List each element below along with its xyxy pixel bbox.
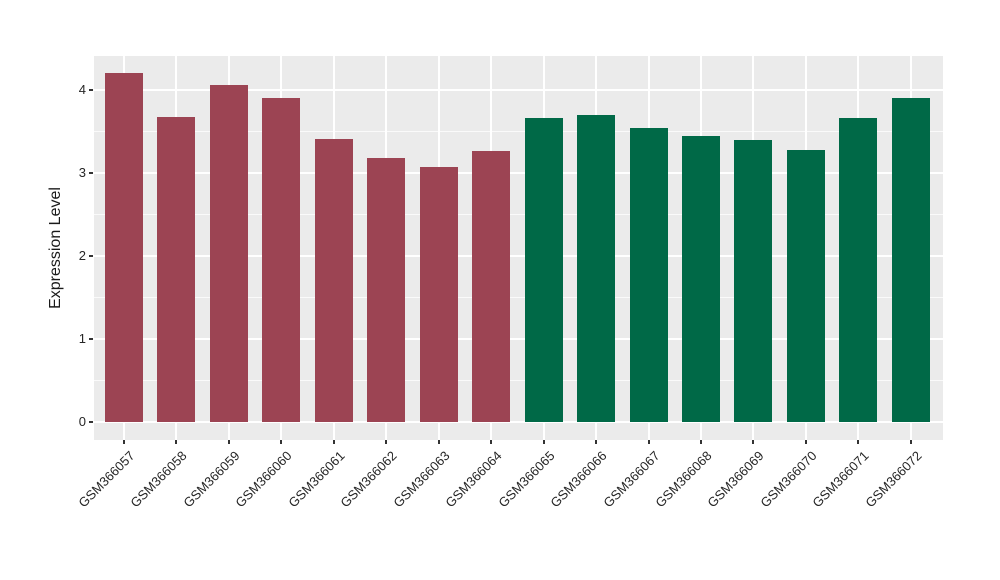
y-tick-label: 4 <box>78 82 86 97</box>
bar-GSM366060 <box>262 98 301 422</box>
x-tick-mark <box>595 440 598 444</box>
x-tick-mark <box>385 440 388 444</box>
bar-GSM366061 <box>314 138 353 422</box>
y-tick-label: 3 <box>78 165 86 180</box>
y-tick-label: 0 <box>78 414 86 429</box>
x-tick-mark <box>175 440 178 444</box>
bar-GSM366067 <box>629 128 668 422</box>
bar-GSM366059 <box>209 85 248 422</box>
gridline-major-horizontal <box>94 89 943 91</box>
bar-GSM366057 <box>105 73 143 422</box>
bar-GSM366062 <box>367 158 406 422</box>
x-tick-mark <box>647 440 650 444</box>
bar-GSM366065 <box>524 118 563 422</box>
bar-GSM366071 <box>839 118 878 422</box>
x-tick-mark <box>280 440 283 444</box>
x-tick-mark <box>909 440 912 444</box>
bar-GSM366066 <box>577 114 616 422</box>
y-tick-mark <box>89 255 93 257</box>
bar-GSM366064 <box>472 151 511 422</box>
plot-panel <box>94 56 943 440</box>
gridline-minor-horizontal <box>94 214 943 215</box>
x-tick-mark <box>857 440 860 444</box>
gridline-minor-horizontal <box>94 380 943 381</box>
x-tick-mark <box>437 440 440 444</box>
bar-GSM366070 <box>786 149 825 422</box>
y-tick-label: 2 <box>78 248 86 263</box>
x-tick-mark <box>227 440 230 444</box>
y-tick-mark <box>89 172 93 174</box>
x-tick-mark <box>542 440 545 444</box>
x-tick-label: GSM366072 <box>862 448 925 511</box>
x-tick-mark <box>699 440 702 444</box>
gridline-minor-horizontal <box>94 131 943 132</box>
gridline-major-horizontal <box>94 421 943 423</box>
bar-GSM366058 <box>157 117 196 422</box>
gridline-major-horizontal <box>94 338 943 340</box>
y-tick-label: 1 <box>78 331 86 346</box>
y-tick-mark <box>89 89 93 91</box>
gridline-major-horizontal <box>94 172 943 174</box>
y-tick-mark <box>89 421 93 423</box>
x-tick-mark <box>332 440 335 444</box>
y-tick-mark <box>89 338 93 340</box>
x-tick-mark <box>490 440 493 444</box>
x-tick-mark <box>804 440 807 444</box>
gridline-major-horizontal <box>94 255 943 257</box>
x-tick-mark <box>123 440 125 444</box>
bar-GSM366063 <box>419 167 458 422</box>
bar-GSM366068 <box>681 136 720 422</box>
x-tick-mark <box>752 440 755 444</box>
bar-GSM366069 <box>734 139 773 422</box>
gridline-minor-horizontal <box>94 297 943 298</box>
bar-GSM366072 <box>891 98 930 422</box>
